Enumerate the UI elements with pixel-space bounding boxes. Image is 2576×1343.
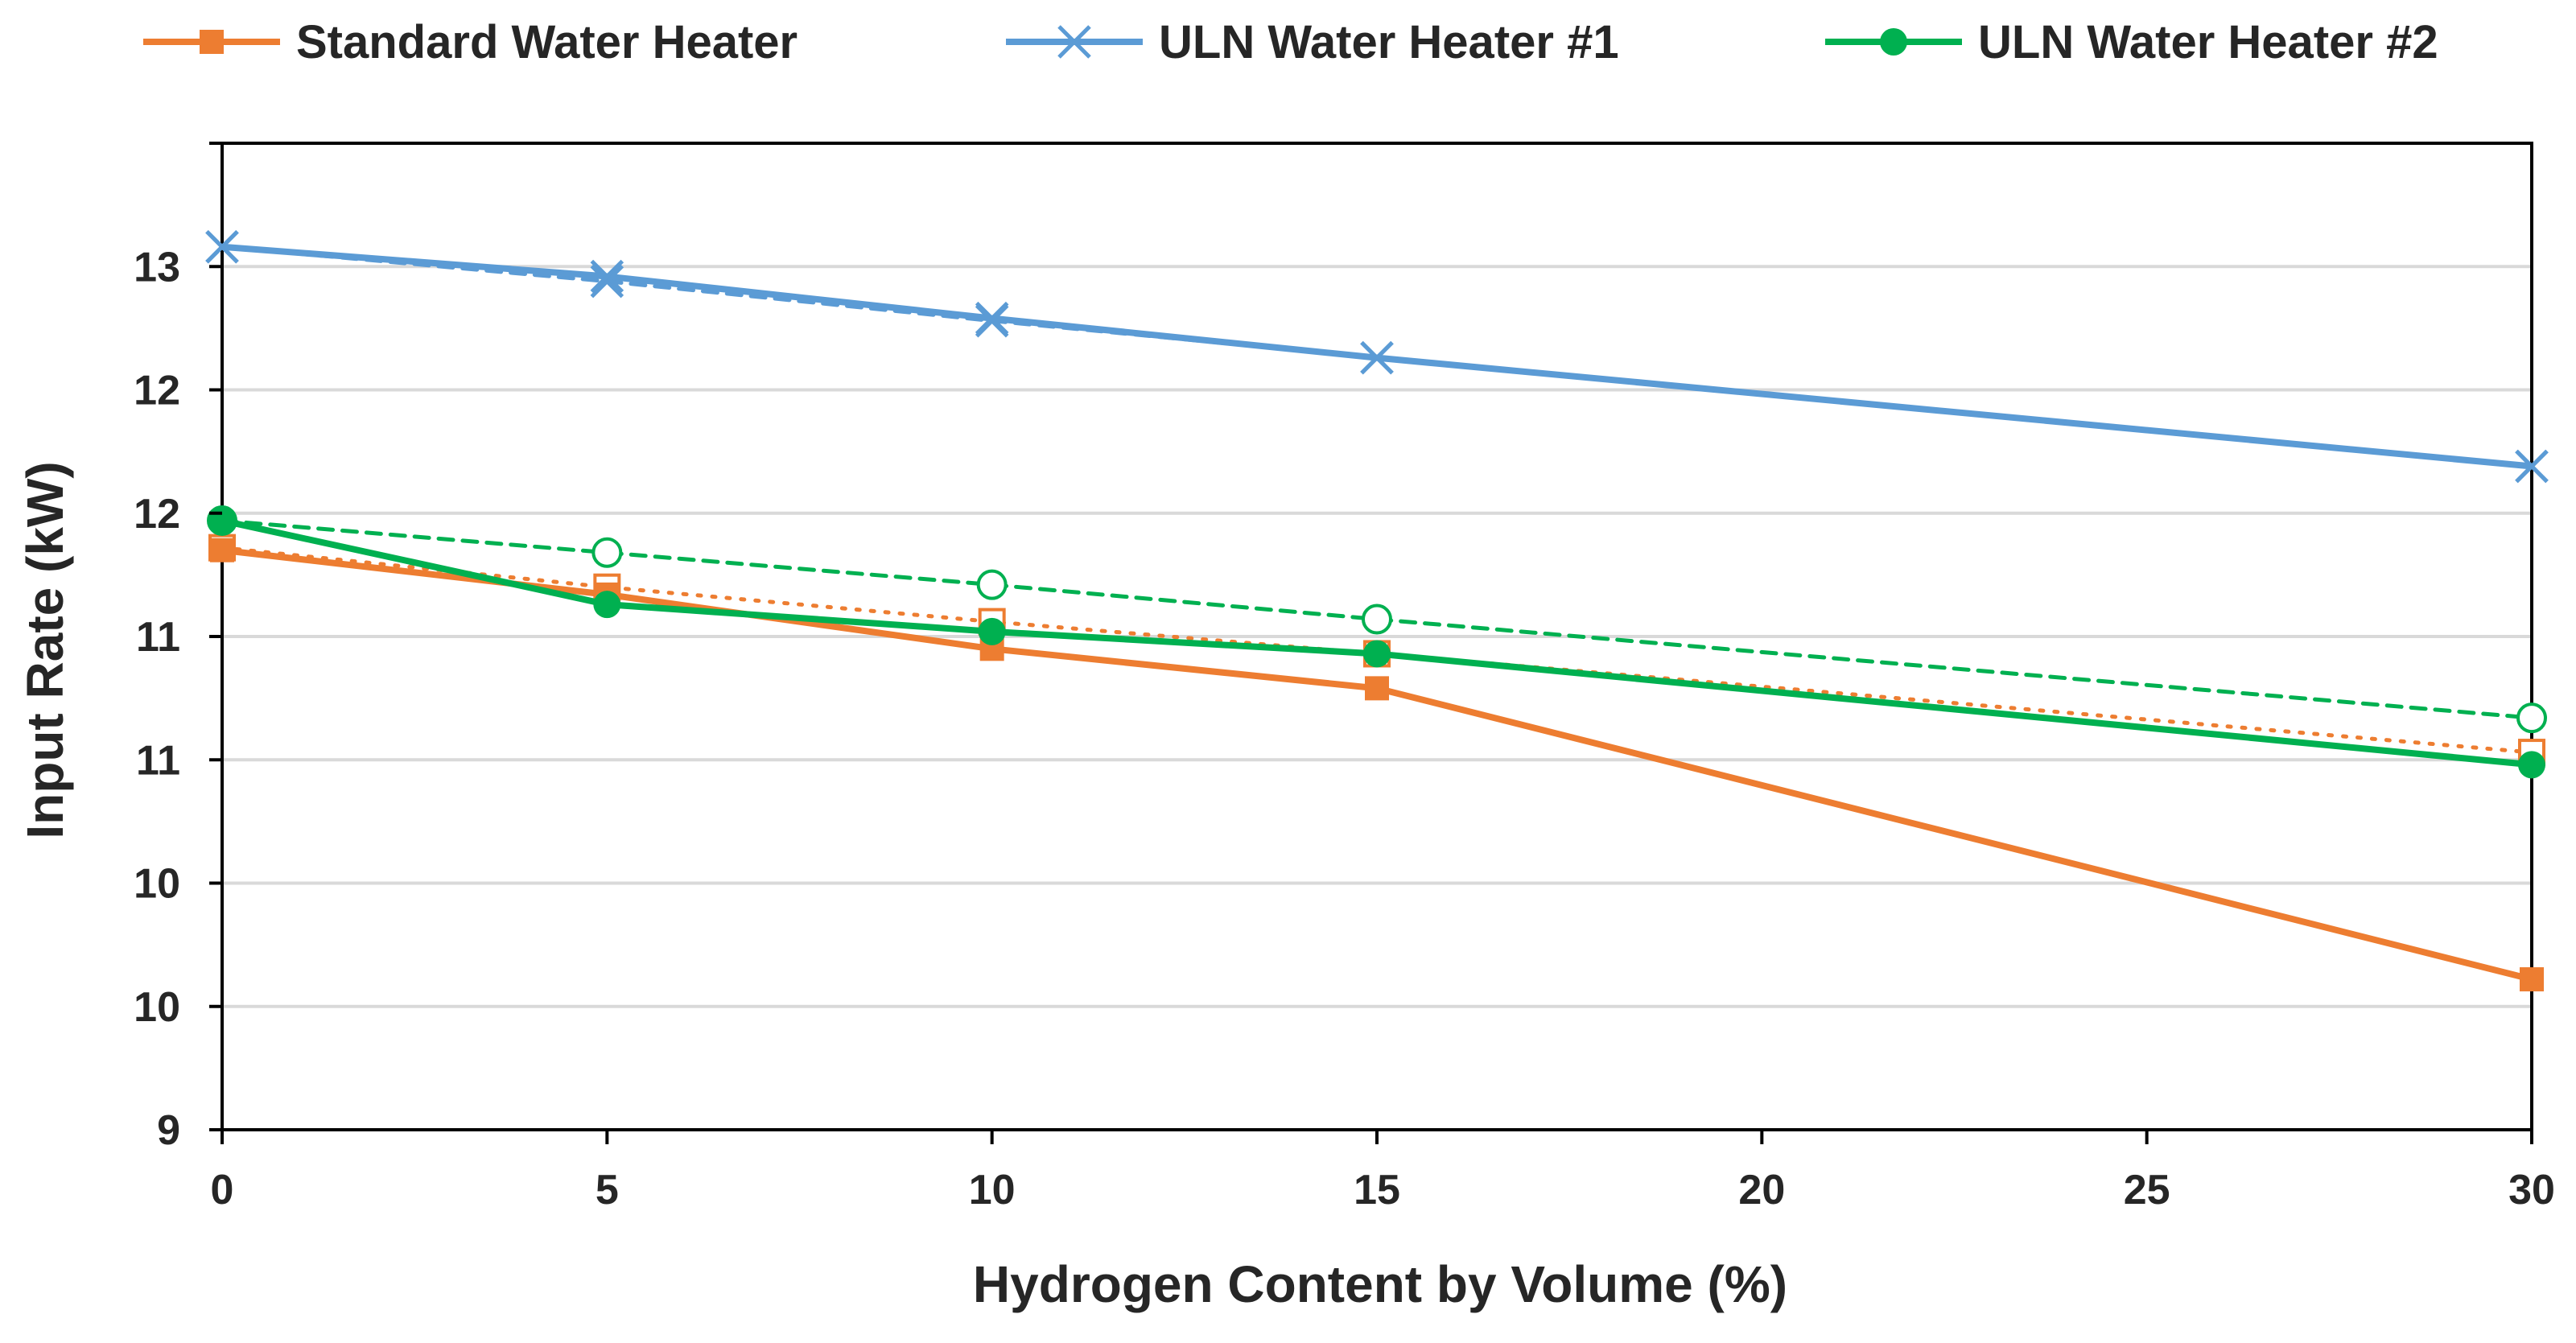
legend-swatch-marker xyxy=(1880,28,1907,56)
expected-point xyxy=(2516,702,2547,734)
y-tick-label: 12 xyxy=(134,491,180,538)
data-point xyxy=(2520,967,2544,992)
x-marker-stroke xyxy=(975,301,1009,336)
y-tick-label: 12 xyxy=(134,368,180,414)
series-lines xyxy=(205,229,2549,992)
legend-label: Standard Water Heater xyxy=(296,16,798,68)
data-point xyxy=(590,259,624,294)
expected-point xyxy=(590,264,624,299)
y-tick-label: 10 xyxy=(134,984,180,1031)
data-point xyxy=(208,506,236,534)
data-point xyxy=(975,301,1009,336)
x-tick-label: 20 xyxy=(1738,1167,1785,1213)
x-tick-label: 30 xyxy=(2508,1167,2555,1213)
data-point xyxy=(1365,676,1389,701)
y-tick-label: 11 xyxy=(136,737,180,784)
x-tick-label: 10 xyxy=(969,1167,1016,1213)
legend-swatch-marker xyxy=(200,30,224,54)
data-point xyxy=(593,591,621,619)
data-point xyxy=(2515,449,2549,484)
data-point xyxy=(2518,751,2545,779)
legend: Standard Water Heater ULN Water Heater #1… xyxy=(143,16,2438,68)
data-point xyxy=(1363,640,1391,668)
expected-point xyxy=(976,569,1008,600)
y-tick-label: 13 xyxy=(134,244,180,290)
x-tick-label: 0 xyxy=(211,1167,234,1213)
x-marker-stroke xyxy=(1057,25,1091,59)
x-axis-title: Hydrogen Content by Volume (%) xyxy=(973,1255,1787,1313)
legend-swatch-marker xyxy=(1057,25,1091,59)
y-tick-label: 11 xyxy=(136,614,180,661)
x-tick-label: 15 xyxy=(1354,1167,1400,1213)
x-tick-label: 5 xyxy=(596,1167,619,1213)
x-tick-label: 25 xyxy=(2124,1167,2170,1213)
x-axis-ticks: 0 5 10 15 20 25 30 xyxy=(211,1130,2555,1213)
legend-label: ULN Water Heater #2 xyxy=(1978,16,2438,68)
data-point xyxy=(1360,340,1394,375)
data-point xyxy=(978,617,1006,645)
expected-point xyxy=(591,537,623,568)
legend-label: ULN Water Heater #1 xyxy=(1159,16,1619,68)
y-axis-ticks: 9 10 10 11 11 12 12 13 xyxy=(134,142,222,1154)
x-marker-stroke xyxy=(2515,449,2549,484)
y-tick-label: 10 xyxy=(134,861,180,908)
gridlines xyxy=(222,265,2532,1008)
x-marker-stroke xyxy=(205,229,239,264)
y-tick-label: 9 xyxy=(157,1107,180,1154)
x-marker-stroke xyxy=(590,264,624,299)
x-marker-stroke xyxy=(590,259,624,294)
x-marker-stroke xyxy=(1360,340,1394,375)
y-axis-title: Input Rate (kW) xyxy=(16,461,74,838)
expected-point xyxy=(1362,604,1392,635)
data-point xyxy=(205,229,239,264)
data-point xyxy=(210,538,234,562)
